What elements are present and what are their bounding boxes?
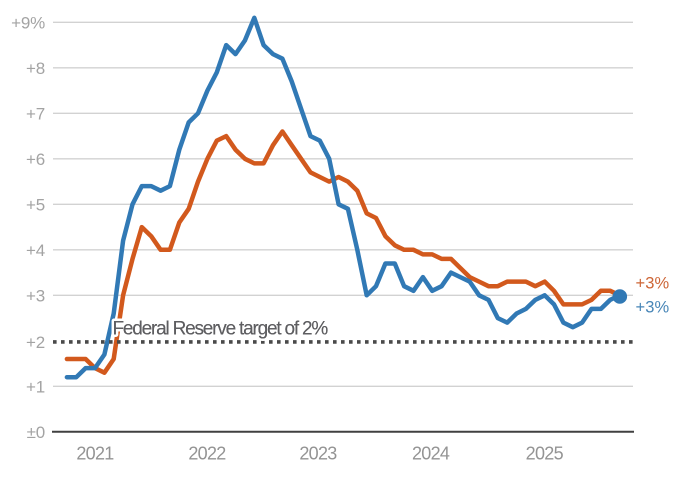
svg-text:2021: 2021 xyxy=(76,443,114,463)
svg-text:2025: 2025 xyxy=(526,443,564,463)
svg-text:+3%: +3% xyxy=(636,298,670,316)
svg-text:+9%: +9% xyxy=(11,14,45,33)
svg-text:Federal Reserve target of 2%: Federal Reserve target of 2% xyxy=(113,319,329,340)
svg-text:+5: +5 xyxy=(26,196,45,215)
svg-text:±0: ±0 xyxy=(27,423,45,442)
svg-text:+3: +3 xyxy=(26,287,45,306)
svg-text:Federal Reserve target of 2%: Federal Reserve target of 2% xyxy=(113,319,329,340)
svg-text:2024: 2024 xyxy=(412,443,450,463)
svg-text:+8: +8 xyxy=(26,59,45,78)
svg-text:2023: 2023 xyxy=(299,443,337,463)
svg-text:2022: 2022 xyxy=(188,443,226,463)
svg-text:+6: +6 xyxy=(26,150,45,169)
svg-text:+2: +2 xyxy=(26,333,45,352)
svg-text:+1: +1 xyxy=(26,378,45,397)
svg-text:+4: +4 xyxy=(26,241,45,260)
svg-text:+7: +7 xyxy=(26,105,45,124)
svg-text:+3%: +3% xyxy=(636,275,670,293)
